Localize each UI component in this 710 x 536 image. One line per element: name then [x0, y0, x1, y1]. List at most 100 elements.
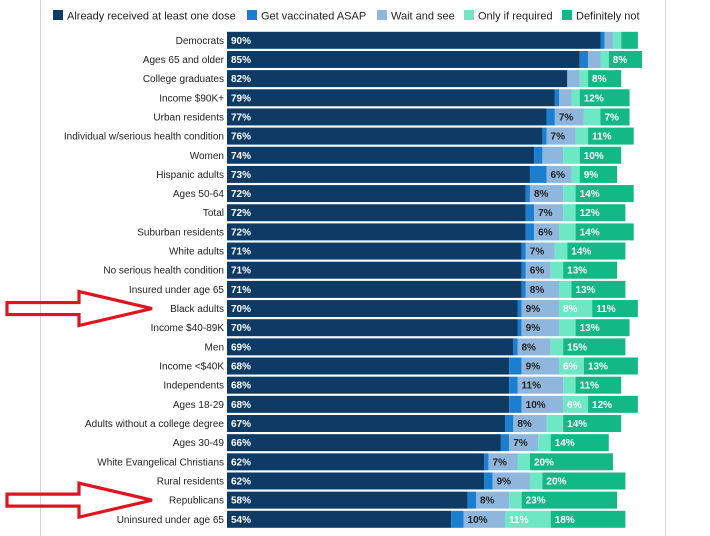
data-label-wait-and-see: 7% [551, 132, 566, 143]
bar-segment-already-received-at-least-one-dose [227, 31, 601, 49]
bar-segment-only-if-required [563, 185, 576, 203]
data-label-already-received-at-least-one-dose: 54% [231, 515, 251, 526]
data-label-definitely-not: 12% [580, 208, 600, 219]
category-label: Republicans [169, 496, 224, 507]
bar-segment-definitely-not [567, 242, 626, 260]
bar-segment-already-received-at-least-one-dose [227, 319, 518, 337]
data-label-definitely-not: 20% [534, 457, 554, 468]
data-label-definitely-not: 15% [567, 342, 587, 353]
bar-segment-only-if-required [550, 338, 564, 356]
data-label-definitely-not: 13% [575, 285, 595, 296]
bar-segment-get-vaccinated-asap [467, 491, 476, 509]
data-label-wait-and-see: 8% [480, 496, 495, 507]
plot-frame-left [40, 0, 41, 536]
bar-segment-already-received-at-least-one-dose [227, 357, 510, 375]
data-label-already-received-at-least-one-dose: 68% [231, 362, 251, 373]
data-label-already-received-at-least-one-dose: 72% [231, 227, 251, 238]
data-label-wait-and-see: 7% [492, 457, 507, 468]
bar-segment-wait-and-see [521, 319, 559, 337]
bar-segment-definitely-not [575, 223, 634, 241]
bar-segment-get-vaccinated-asap [525, 223, 535, 241]
bar-segment-get-vaccinated-asap [600, 31, 605, 49]
bar-segment-definitely-not [529, 453, 613, 471]
bar-segment-get-vaccinated-asap [554, 89, 559, 107]
data-label-already-received-at-least-one-dose: 70% [231, 304, 251, 315]
bar-segment-definitely-not [563, 338, 626, 356]
chart-legend: Already received at least one dose Get va… [53, 10, 640, 23]
data-label-definitely-not: 14% [555, 438, 575, 449]
bar-segment-definitely-not [563, 415, 622, 432]
bar-segment-only-if-required [554, 242, 568, 260]
data-label-already-received-at-least-one-dose: 71% [231, 247, 251, 258]
data-label-wait-and-see: 8% [517, 419, 532, 430]
data-label-already-received-at-least-one-dose: 69% [231, 342, 251, 353]
data-label-wait-and-see: 7% [559, 112, 574, 123]
data-label-already-received-at-least-one-dose: 73% [231, 170, 251, 181]
bar-segment-already-received-at-least-one-dose [227, 108, 547, 126]
bar-segment-get-vaccinated-asap [509, 395, 522, 413]
bar-segment-already-received-at-least-one-dose [227, 395, 510, 413]
category-label: Ages 50-64 [173, 189, 225, 200]
bar-segment-already-received-at-least-one-dose [227, 472, 485, 490]
bar-segment-get-vaccinated-asap [505, 415, 514, 432]
data-label-already-received-at-least-one-dose: 66% [231, 438, 251, 449]
bar-segment-wait-and-see [559, 89, 572, 107]
data-label-already-received-at-least-one-dose: 68% [231, 381, 251, 392]
bar-segment-get-vaccinated-asap [517, 300, 522, 318]
legend-label-wait-and-see: Wait and see [391, 11, 455, 23]
bar-segment-get-vaccinated-asap [579, 50, 589, 68]
legend-swatch-get-vaccinated-asap [247, 10, 257, 20]
bar-segment-get-vaccinated-asap [513, 338, 518, 356]
bar-segment-get-vaccinated-asap [542, 127, 547, 145]
data-label-definitely-not: 12% [592, 400, 612, 411]
data-label-only-if-required: 6% [563, 362, 578, 373]
category-label: Ages 65 and older [143, 55, 225, 66]
bar-segment-wait-and-see [513, 415, 547, 432]
bar-row-individual-w-serious-health-condition: Individual w/serious health condition 76%… [64, 127, 634, 145]
bar-segment-only-if-required [575, 127, 589, 145]
data-label-definitely-not: 20% [546, 476, 566, 487]
plot-frame-right [665, 0, 666, 536]
bar-segment-already-received-at-least-one-dose [227, 185, 526, 203]
bar-segment-already-received-at-least-one-dose [227, 70, 568, 88]
bar-segment-already-received-at-least-one-dose [227, 242, 522, 260]
bar-segment-wait-and-see [542, 146, 564, 164]
category-label: College graduates [143, 74, 224, 85]
bar-segment-only-if-required [529, 472, 543, 490]
category-label: Insured under age 65 [129, 285, 225, 296]
bar-segment-wait-and-see [525, 280, 559, 298]
bar-segment-already-received-at-least-one-dose [227, 50, 580, 68]
data-label-definitely-not: 8% [613, 55, 628, 66]
bar-row-uninsured-under-age-65: Uninsured under age 65 54% 10% 11% 18% [117, 510, 626, 528]
data-label-wait-and-see: 8% [534, 189, 549, 200]
data-label-definitely-not: 23% [526, 496, 546, 507]
bar-segment-only-if-required [517, 453, 530, 471]
bar-segment-get-vaccinated-asap [521, 261, 526, 279]
bar-row-independents: Independents 68% 11% 11% [163, 376, 622, 394]
category-label: No serious health condition [103, 266, 224, 277]
data-label-definitely-not: 14% [567, 419, 587, 430]
bar-segment-wait-and-see [488, 453, 518, 471]
bar-segment-only-if-required [612, 31, 622, 49]
category-label: Individual w/serious health condition [64, 132, 224, 143]
chart-bars: Democrats 90%Ages 65 and older 85% 8%Colleg… [64, 31, 642, 528]
bar-segment-get-vaccinated-asap [484, 453, 489, 471]
data-label-wait-and-see: 11% [522, 381, 542, 392]
data-label-definitely-not: 11% [580, 381, 600, 392]
bar-segment-wait-and-see [521, 395, 564, 413]
data-label-only-if-required: 11% [509, 515, 529, 526]
bar-row-insured-under-age-65: Insured under age 65 71% 8% 13% [129, 280, 626, 298]
category-label: Total [203, 208, 224, 219]
bar-segment-already-received-at-least-one-dose [227, 127, 543, 145]
data-label-already-received-at-least-one-dose: 58% [231, 496, 251, 507]
bar-segment-already-received-at-least-one-dose [227, 415, 506, 432]
data-label-already-received-at-least-one-dose: 72% [231, 208, 251, 219]
bar-segment-only-if-required [563, 395, 589, 413]
bar-segment-wait-and-see [554, 108, 584, 126]
data-label-already-received-at-least-one-dose: 62% [231, 476, 251, 487]
bar-segment-only-if-required [571, 165, 580, 183]
data-label-wait-and-see: 7% [538, 208, 553, 219]
bar-segment-definitely-not [600, 108, 630, 126]
data-label-already-received-at-least-one-dose: 70% [231, 323, 251, 334]
bar-segment-get-vaccinated-asap [521, 280, 526, 298]
